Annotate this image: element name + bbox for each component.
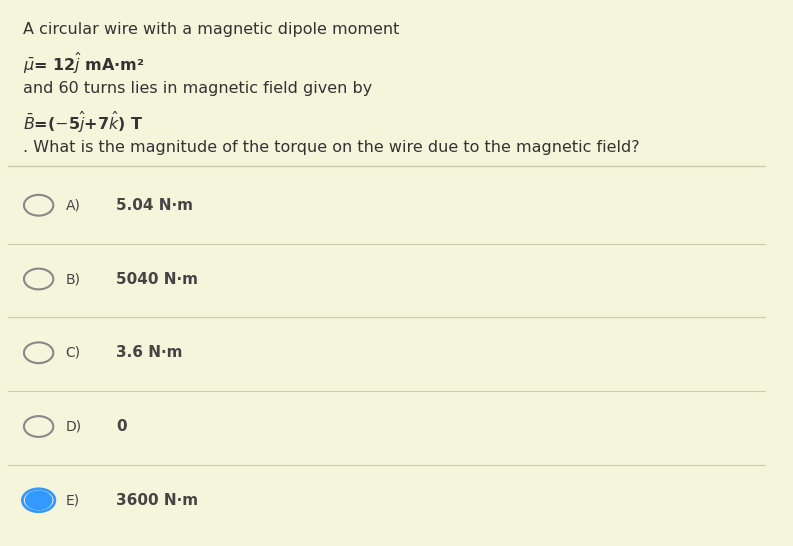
Text: D): D) (66, 419, 82, 434)
Text: 3600 N·m: 3600 N·m (116, 493, 198, 508)
Text: 0: 0 (116, 419, 127, 434)
Text: 5.04 N·m: 5.04 N·m (116, 198, 193, 213)
Text: 3.6 N·m: 3.6 N·m (116, 345, 182, 360)
Text: 5040 N·m: 5040 N·m (116, 271, 198, 287)
Text: . What is the magnitude of the torque on the wire due to the magnetic field?: . What is the magnitude of the torque on… (23, 140, 640, 155)
Text: A): A) (66, 198, 81, 212)
Text: and 60 turns lies in magnetic field given by: and 60 turns lies in magnetic field give… (23, 81, 373, 96)
Text: E): E) (66, 493, 80, 507)
Text: B): B) (66, 272, 81, 286)
Text: $\bar{B}$=($-$5$\hat{j}$+7$\hat{k}$) T: $\bar{B}$=($-$5$\hat{j}$+7$\hat{k}$) T (23, 110, 144, 135)
Circle shape (25, 491, 52, 509)
Text: C): C) (66, 346, 81, 360)
Text: $\bar{\mu}$= 12$\hat{j}$ mA·m²: $\bar{\mu}$= 12$\hat{j}$ mA·m² (23, 51, 145, 76)
Text: A circular wire with a magnetic dipole moment: A circular wire with a magnetic dipole m… (23, 22, 400, 37)
